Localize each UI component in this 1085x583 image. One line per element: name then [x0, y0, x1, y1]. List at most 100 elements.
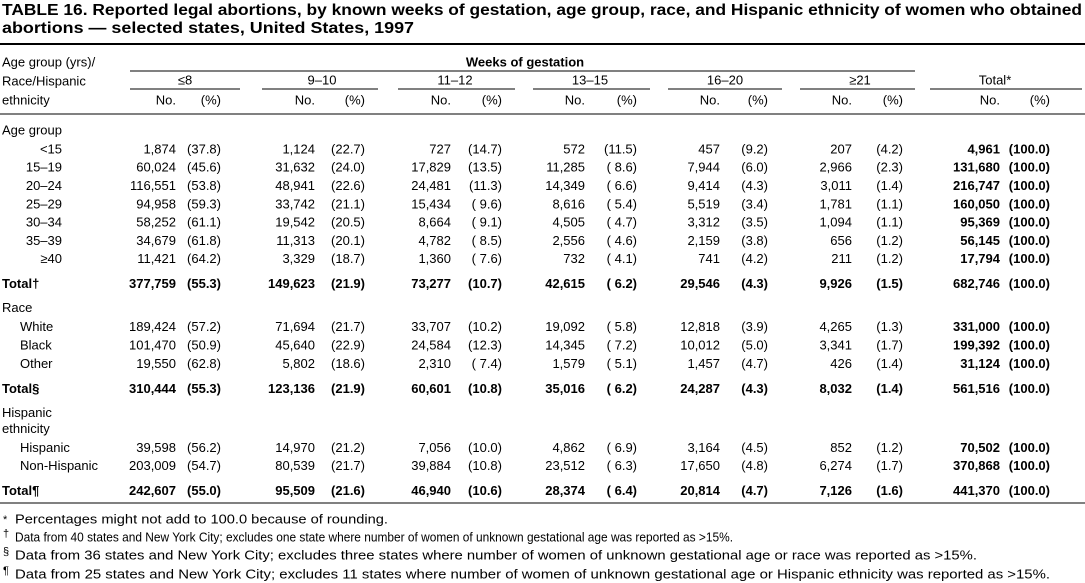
table-cell: (22.6)	[331, 178, 365, 193]
table-cell: 17,794	[960, 251, 1001, 266]
table-cell: (10.0)	[468, 440, 502, 455]
table-cell: ( 9.6)	[472, 196, 502, 211]
table-cell: (4.8)	[741, 458, 768, 473]
table-cell: (11.5)	[604, 141, 637, 156]
table-cell: (21.1)	[331, 196, 365, 211]
table-cell: 216,747	[953, 178, 1000, 193]
table-cell: (9.2)	[741, 141, 768, 156]
table-cell: 4,961	[967, 141, 1000, 156]
table-cell: (3.9)	[741, 319, 768, 334]
total-label: Total§	[2, 381, 39, 396]
table-cell: 5,519	[687, 196, 720, 211]
table-cell: 3,341	[819, 338, 852, 353]
table-cell: ( 6.9)	[607, 440, 637, 455]
table-cell: (100.0)	[1009, 196, 1050, 211]
table-cell: (10.2)	[468, 319, 502, 334]
column-header: (%)	[883, 92, 903, 107]
table-cell: (55.3)	[187, 276, 221, 291]
table-cell: ( 5.4)	[607, 196, 637, 211]
table-cell: 727	[429, 141, 451, 156]
table-cell: (4.2)	[741, 251, 768, 266]
table-cell: (100.0)	[1009, 276, 1050, 291]
table-cell: (21.9)	[331, 276, 365, 291]
table-cell: 45,640	[275, 338, 315, 353]
table-cell: (1.7)	[876, 338, 903, 353]
table-cell: 1,360	[418, 251, 451, 266]
column-header: (%)	[617, 92, 637, 107]
table-cell: (100.0)	[1009, 160, 1050, 175]
table-cell: ( 4.7)	[607, 215, 637, 230]
table-cell: 331,000	[953, 319, 1000, 334]
column-header: No.	[431, 92, 451, 107]
table-cell: 4,862	[552, 440, 585, 455]
table-cell: (4.3)	[741, 178, 768, 193]
table-cell: (100.0)	[1009, 458, 1050, 473]
table-cell: (4.3)	[741, 381, 768, 396]
table-cell: (1.2)	[876, 251, 903, 266]
table-cell: 572	[563, 141, 585, 156]
table-cell: 3,312	[687, 215, 720, 230]
table-cell: (100.0)	[1009, 356, 1050, 371]
table-cell: 1,094	[819, 215, 852, 230]
table-cell: 95,509	[275, 483, 315, 498]
table-cell: 457	[698, 141, 720, 156]
table-cell: (62.8)	[187, 356, 221, 371]
table-cell: 1,579	[552, 356, 585, 371]
table-cell: 17,650	[680, 458, 720, 473]
table-cell: 852	[830, 440, 852, 455]
table-cell: (20.5)	[331, 215, 365, 230]
table-cell: 123,136	[268, 381, 315, 396]
table-cell: (3.8)	[741, 233, 768, 248]
table-cell: 203,009	[129, 458, 176, 473]
table-cell: (4.3)	[741, 276, 768, 291]
table-cell: 11,285	[546, 160, 585, 175]
column-header: No.	[295, 92, 315, 107]
table-cell: 732	[563, 251, 585, 266]
table-cell: (1.2)	[876, 440, 903, 455]
table-cell: (1.1)	[876, 196, 903, 211]
table-cell: 370,868	[953, 458, 1000, 473]
table-cell: 28,374	[545, 483, 586, 498]
row-label: ≥40	[40, 251, 62, 266]
table-cell: 70,502	[960, 440, 1000, 455]
table-cell: (1.6)	[876, 483, 903, 498]
table-cell: 9,926	[819, 276, 852, 291]
table-cell: (24.0)	[331, 160, 365, 175]
table-cell: (20.1)	[331, 233, 365, 248]
row-label: 15–19	[26, 160, 62, 175]
table-cell: (100.0)	[1009, 483, 1050, 498]
table-cell: 4,265	[819, 319, 852, 334]
table-cell: 310,444	[129, 381, 177, 396]
total-label: Total†	[2, 276, 39, 291]
table-cell: (1.4)	[876, 356, 903, 371]
row-label: <15	[40, 141, 62, 156]
table-cell: 656	[830, 233, 852, 248]
table-cell: 741	[698, 251, 720, 266]
column-header: (%)	[1030, 92, 1050, 107]
table-cell: (1.4)	[876, 178, 903, 193]
table-cell: 160,050	[953, 196, 1000, 211]
table-cell: ( 6.6)	[607, 178, 637, 193]
table-cell: 1,781	[819, 196, 852, 211]
footnote-mark: *	[3, 514, 8, 526]
table-cell: 3,164	[687, 440, 720, 455]
table-cell: ( 7.6)	[472, 251, 502, 266]
column-group: 11–12	[437, 72, 472, 87]
table-cell: 42,615	[545, 276, 585, 291]
table-cell: 2,966	[819, 160, 852, 175]
table-cell: (13.5)	[468, 160, 502, 175]
table-cell: 17,829	[411, 160, 451, 175]
row-label: Non-Hispanic	[20, 458, 99, 473]
table-cell: 131,680	[953, 160, 1000, 175]
table-cell: 24,287	[680, 381, 720, 396]
table-cell: ( 6.2)	[607, 381, 637, 396]
table-cell: 73,277	[411, 276, 451, 291]
footnote-mark: †	[3, 528, 9, 540]
table-cell: 19,550	[136, 356, 176, 371]
table-cell: 14,345	[545, 338, 585, 353]
title-line: abortions — selected states, United Stat…	[2, 20, 414, 37]
column-group: 9–10	[308, 72, 337, 87]
table-cell: 116,551	[130, 178, 176, 193]
table-cell: ( 5.8)	[607, 319, 637, 334]
